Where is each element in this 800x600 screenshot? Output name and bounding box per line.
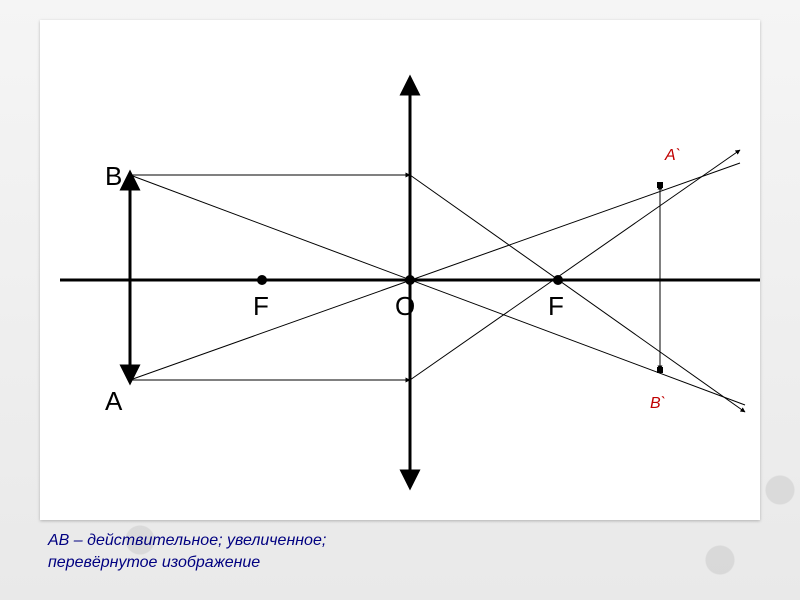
- caption-line1: AB – действительное; увеличенное;: [48, 532, 326, 549]
- label-F-left: F: [253, 291, 269, 321]
- caption: AB – действительное; увеличенное; перевё…: [48, 530, 688, 573]
- marker-Bprime: [657, 367, 663, 373]
- label-Aprime: A`: [664, 147, 681, 164]
- marker-Aprime: [657, 182, 663, 188]
- label-Bprime: B`: [650, 395, 666, 412]
- label-O: O: [395, 291, 415, 321]
- label-F-right: F: [548, 291, 564, 321]
- ray-B-through-center: [130, 175, 745, 405]
- caption-line2: перевёрнутое изображение: [48, 554, 260, 571]
- label-A: A: [105, 386, 123, 416]
- focal-point-left: [257, 275, 267, 285]
- label-B: B: [105, 161, 122, 191]
- ray-A-through-Fprime: [410, 150, 740, 380]
- ray-B-through-Fprime: [410, 175, 745, 412]
- ray-A-through-center: [130, 163, 740, 380]
- diagram-panel: B A F O F A` B`: [40, 20, 760, 520]
- optics-diagram: B A F O F A` B`: [40, 20, 760, 520]
